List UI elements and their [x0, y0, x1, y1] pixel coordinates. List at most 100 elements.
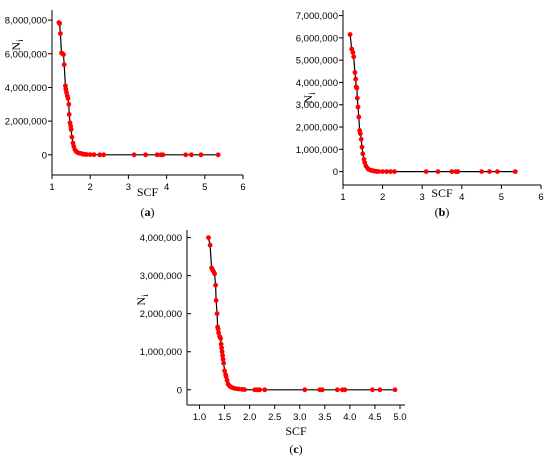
data-point — [356, 114, 362, 120]
x-tick-label: 1 — [340, 192, 345, 203]
x-axis-title: SCF — [285, 424, 307, 438]
data-point — [342, 387, 348, 393]
data-point — [223, 374, 229, 379]
x-tick-label: 3.0 — [293, 412, 306, 423]
x-tick-label: 6 — [538, 192, 543, 203]
data-point — [68, 127, 74, 132]
panel-label-close: ) — [299, 442, 303, 456]
y-axis-title: Ni — [134, 294, 150, 306]
data-point — [242, 387, 248, 392]
panel-label-open: ( — [289, 442, 293, 456]
y-tick-label: 8,000,000 — [5, 16, 47, 27]
data-point — [487, 169, 492, 175]
data-point — [131, 152, 137, 158]
data-point — [206, 235, 211, 241]
y-tick-label: 4,000,000 — [296, 78, 338, 89]
x-tick-label: 6 — [240, 182, 245, 193]
data-point — [351, 54, 357, 60]
y-tick-label: 0 — [177, 385, 182, 396]
data-point — [377, 387, 383, 393]
y-axis-title: Ni — [301, 92, 317, 104]
y-axis-title-subscript: i — [15, 39, 25, 42]
data-point — [352, 70, 358, 75]
data-point — [215, 326, 221, 332]
y-axis-title-main: N — [134, 297, 148, 306]
data-point — [61, 62, 67, 68]
y-axis-title: Ni — [9, 39, 25, 51]
data-point — [218, 341, 224, 347]
data-point — [213, 298, 219, 303]
data-point — [236, 386, 242, 392]
panel-label: (b) — [435, 205, 450, 219]
chart-panel-a: 1 2 3 4 5 6 0 2,000,000 4,000,000 6,000,000 8,000,… — [5, 10, 246, 219]
chart-panel-b: 1 2 3 4 5 6 0 1,000,000 2,000,000 3,000,000 4,000,… — [296, 10, 544, 219]
data-point — [353, 76, 359, 82]
y-tick-label: 1,000,000 — [140, 347, 182, 358]
data-point — [219, 345, 225, 351]
data-point — [87, 152, 93, 158]
data-point — [435, 169, 441, 175]
data-point — [198, 152, 204, 158]
data-point — [358, 131, 363, 137]
panel-label: (c) — [289, 442, 302, 456]
y-axis-title-subscript: i — [140, 294, 150, 297]
axes: 1 2 3 4 5 6 0 1,000,000 2,000,000 3,000,000 4,000,… — [296, 10, 544, 203]
x-tick-label: 3 — [126, 182, 131, 193]
data-point — [449, 169, 455, 175]
panel-label-open: ( — [141, 205, 145, 219]
y-tick-label: 5,000,000 — [296, 56, 338, 67]
x-tick-label: 2 — [88, 182, 93, 193]
data-point — [370, 387, 375, 393]
y-tick-label: 2,000,000 — [140, 309, 182, 320]
series-line — [58, 22, 219, 156]
y-tick-label: 3,000,000 — [296, 100, 338, 111]
data-point — [220, 353, 226, 358]
data-point — [84, 152, 89, 157]
data-point — [154, 152, 160, 158]
data-point — [219, 349, 225, 355]
axes: 1 2 3 4 5 6 0 2,000,000 4,000,000 6,000,000 8,000,… — [5, 10, 246, 193]
x-tick-label: 1.5 — [218, 412, 231, 423]
data-point — [358, 136, 364, 142]
panel-label: (a) — [141, 205, 155, 219]
x-tick-label: 3 — [420, 192, 425, 203]
x-axis-title: SCF — [137, 185, 159, 199]
data-point — [384, 169, 389, 175]
y-tick-label: 2,000,000 — [5, 117, 47, 128]
data-point — [215, 152, 221, 158]
data-point — [360, 151, 366, 157]
data-point — [354, 85, 360, 91]
data-point — [160, 152, 166, 158]
series-line — [349, 34, 516, 173]
data-point — [495, 169, 500, 175]
data-point — [91, 152, 97, 158]
panel-label-letter: c — [293, 442, 299, 456]
data-point — [65, 96, 71, 101]
y-tick-label: 2,000,000 — [296, 123, 338, 134]
y-tick-label: 4,000,000 — [140, 233, 182, 244]
data-point — [355, 104, 361, 110]
axes: 1.0 1.5 2.0 2.5 3.0 3.5 4.0 4.5 5.0 0 1,000,000 2,0… — [140, 230, 407, 423]
data-point — [302, 387, 308, 393]
series-line — [207, 237, 395, 391]
data-point — [392, 387, 398, 393]
data-point — [220, 356, 226, 362]
y-axis-title-main: N — [301, 95, 315, 104]
x-tick-label: 1 — [49, 182, 54, 193]
data-point — [97, 152, 103, 158]
data-point — [214, 311, 220, 317]
y-axis-title-subscript: i — [307, 92, 317, 95]
data-point — [262, 387, 268, 393]
data-point — [189, 152, 194, 158]
panel-label-close: ) — [151, 205, 155, 219]
x-tick-label: 4.5 — [368, 412, 381, 423]
data-point — [347, 32, 353, 37]
data-point — [218, 336, 224, 341]
x-tick-label: 2 — [380, 192, 385, 203]
data-point — [423, 169, 429, 175]
x-tick-label: 5.0 — [393, 412, 406, 423]
x-tick-label: 1.0 — [193, 412, 206, 423]
data-point — [222, 368, 228, 374]
y-tick-label: 0 — [42, 150, 47, 161]
data-point — [334, 387, 340, 393]
